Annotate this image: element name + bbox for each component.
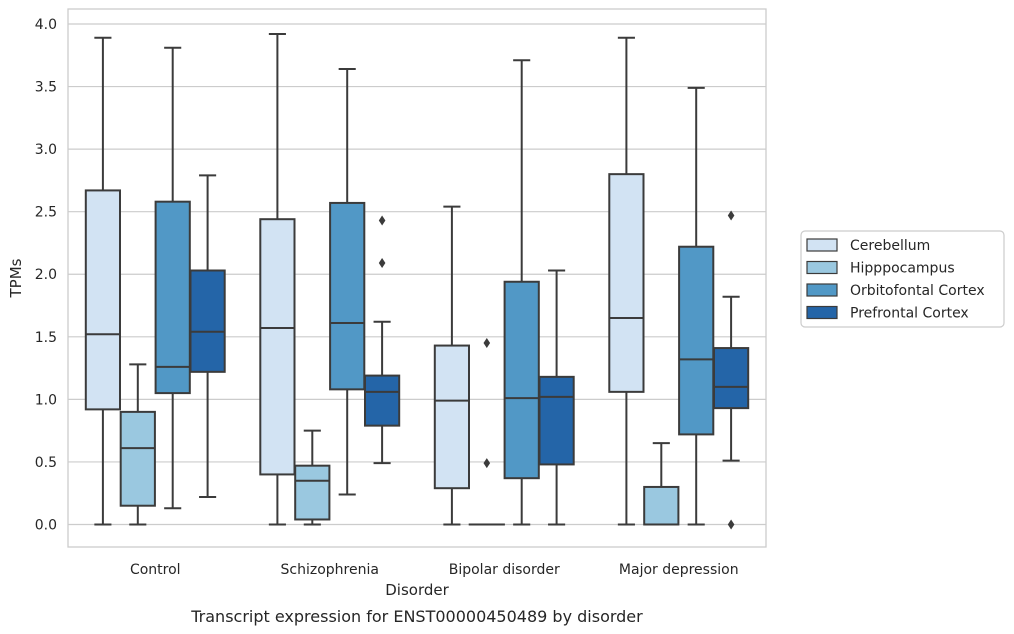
box-iqr — [294, 464, 331, 521]
box-iqr — [538, 375, 575, 466]
x-tick-label: Major depression — [619, 562, 739, 578]
y-tick-label: 3.5 — [35, 80, 57, 96]
legend-swatch — [806, 238, 838, 252]
box-iqr — [433, 344, 471, 490]
box-iqr — [643, 485, 680, 526]
outlier-point — [378, 257, 386, 268]
x-axis-title: Disorder — [385, 581, 449, 599]
box-prefrontal-cortex — [538, 269, 575, 526]
box-hipppocampus — [468, 338, 505, 526]
box-prefrontal-cortex — [363, 215, 401, 465]
y-tick-label: 0.0 — [35, 517, 57, 533]
y-tick-label: 4.0 — [35, 17, 57, 33]
box-iqr — [329, 201, 366, 391]
outlier-point — [483, 338, 491, 349]
legend-swatch — [806, 260, 838, 275]
y-tick-label: 2.5 — [35, 205, 57, 221]
legend-frame — [800, 230, 1005, 328]
plot-area-frame — [67, 8, 767, 548]
box-orbitofontal-cortex — [329, 68, 366, 496]
box-iqr — [119, 410, 156, 507]
legend-swatch — [806, 305, 838, 320]
legend-label: Orbitofontal Cortex — [850, 283, 985, 299]
box-iqr — [363, 374, 401, 427]
outlier-point — [727, 519, 735, 530]
outlier-point — [727, 210, 735, 221]
y-tick-label: 0.5 — [35, 455, 57, 471]
y-axis-title: TPMs — [7, 258, 25, 298]
box-cerebellum — [84, 36, 122, 526]
y-tick-label: 1.0 — [35, 392, 57, 408]
box-iqr — [678, 245, 715, 436]
box-prefrontal-cortex — [189, 174, 226, 498]
legend-label: Cerebellum — [850, 238, 930, 254]
box-orbitofontal-cortex — [678, 86, 715, 526]
box-cerebellum — [259, 33, 296, 526]
y-tick-label: 2.0 — [35, 267, 57, 283]
box-orbitofontal-cortex — [503, 59, 540, 526]
outlier-point — [483, 458, 491, 469]
y-axis-ticks: 0.0 0.5 1.0 1.5 2.0 2.5 3.0 3.5 4.0 — [35, 17, 57, 533]
x-tick-label: Schizophrenia — [281, 562, 379, 578]
box-hipppocampus — [294, 429, 331, 526]
y-tick-label: 1.5 — [35, 330, 57, 346]
legend-label: Prefrontal Cortex — [850, 306, 969, 322]
box-hipppocampus — [643, 442, 680, 526]
box-prefrontal-cortex — [712, 210, 750, 530]
x-tick-label: Control — [130, 562, 181, 578]
box-iqr — [712, 347, 750, 410]
box-iqr — [84, 189, 122, 411]
box-series — [84, 33, 750, 530]
box-orbitofontal-cortex — [154, 46, 191, 510]
legend-label: Hipppocampus — [850, 261, 955, 277]
box-iqr — [259, 218, 296, 476]
y-tick-label: 3.0 — [35, 142, 57, 158]
box-cerebellum — [433, 205, 471, 526]
box-iqr — [189, 269, 226, 373]
legend-swatch — [806, 283, 838, 297]
chart-caption: Transcript expression for ENST0000045048… — [190, 607, 643, 626]
box-iqr — [608, 173, 645, 393]
box-iqr — [503, 280, 540, 480]
box-cerebellum — [608, 36, 645, 526]
box-iqr — [154, 200, 191, 395]
x-tick-label: Bipolar disorder — [449, 562, 560, 578]
x-axis-ticks: Control Schizophrenia Bipolar disorder Majo… — [130, 562, 739, 578]
box-hipppocampus — [119, 363, 156, 526]
legend: Cerebellum Hipppocampus Orbitofontal Corte… — [800, 230, 1005, 328]
outlier-point — [378, 215, 386, 226]
